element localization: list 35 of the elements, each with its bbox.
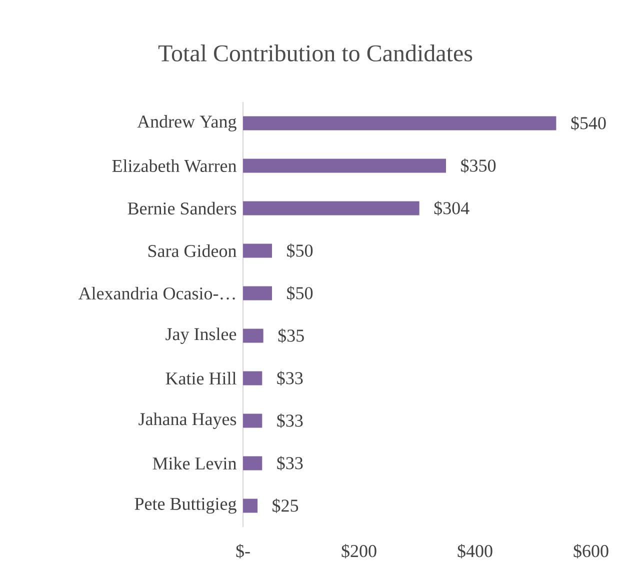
x-tick-label: $600 [574, 544, 608, 558]
data-label: $33 [277, 456, 303, 470]
data-label: $50 [287, 286, 313, 300]
data-label: $50 [287, 244, 313, 258]
y-tick-label: Sara Gideon [148, 244, 236, 258]
bar [243, 414, 262, 428]
data-label: $350 [461, 158, 496, 173]
bar [243, 158, 446, 173]
y-tick-label: Jahana Hayes [138, 412, 236, 429]
bar [243, 328, 264, 343]
x-tick-label: $- [236, 544, 250, 558]
data-label: $35 [278, 328, 304, 343]
bar [243, 498, 258, 513]
bar [243, 201, 420, 216]
chart-title: Total Contribution to Candidates [158, 44, 472, 62]
data-label: $33 [277, 414, 303, 428]
data-label: $304 [434, 201, 470, 216]
bar [243, 116, 556, 130]
bar [243, 456, 262, 470]
y-tick-label: Alexandria Ocasio-… [78, 286, 235, 300]
y-tick-label: Pete Buttigieg [134, 498, 236, 514]
y-tick-label: Andrew Yang [137, 115, 236, 132]
data-label: $33 [277, 371, 303, 386]
bar [243, 371, 262, 386]
x-tick-label: $400 [458, 544, 492, 558]
y-tick-label: Bernie Sanders [128, 202, 236, 215]
data-label: $25 [272, 498, 298, 513]
y-tick-label: Mike Levin [152, 456, 236, 470]
y-tick-label: Jay Inslee [166, 328, 236, 344]
y-tick-label: Katie Hill [166, 372, 236, 385]
x-tick-label: $200 [342, 544, 376, 558]
bar [243, 286, 272, 300]
y-tick-label: Elizabeth Warren [112, 159, 236, 172]
bar [243, 244, 272, 258]
data-label: $540 [571, 116, 606, 130]
